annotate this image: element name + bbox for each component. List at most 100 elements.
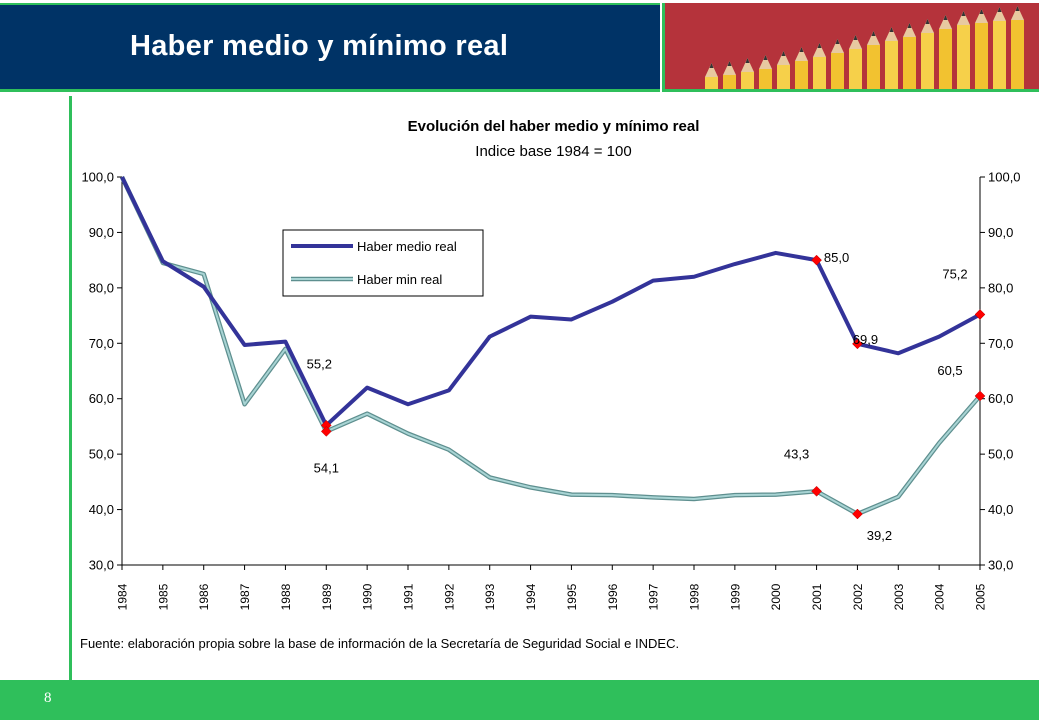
pencil-lead bbox=[835, 39, 840, 44]
pencil-lead bbox=[799, 47, 804, 52]
x-tick-label: 1992 bbox=[442, 583, 456, 610]
pencil-body bbox=[831, 53, 844, 89]
x-tick-label: 1994 bbox=[524, 583, 538, 610]
pencil-lead bbox=[889, 27, 894, 32]
data-label: 39,2 bbox=[867, 528, 892, 543]
data-label: 43,3 bbox=[784, 446, 809, 461]
data-label: 69,9 bbox=[853, 332, 878, 347]
x-tick-label: 1987 bbox=[238, 583, 252, 610]
data-point-marker bbox=[320, 426, 332, 437]
chart-title: Evolución del haber medio y mínimo real bbox=[0, 118, 1039, 135]
pencil-tip bbox=[939, 15, 952, 29]
pencil-tip bbox=[831, 39, 844, 53]
x-tick-label: 1989 bbox=[320, 583, 334, 610]
pencil-body bbox=[957, 25, 970, 89]
legend-label-haber-medio-real: Haber medio real bbox=[357, 239, 457, 254]
data-point-marker bbox=[852, 338, 863, 350]
pencil-lead bbox=[871, 31, 876, 36]
pencil-body bbox=[759, 69, 772, 89]
pencils-illustration bbox=[665, 3, 1039, 89]
data-point-marker bbox=[852, 508, 863, 520]
legend-box bbox=[282, 229, 484, 297]
y-tick-label-right: 50,0 bbox=[988, 447, 1013, 462]
pencil-tip bbox=[705, 63, 718, 77]
x-tick-label: 1996 bbox=[606, 583, 620, 610]
legend-label-haber-min-real: Haber min real bbox=[357, 272, 442, 287]
pencil-lead bbox=[817, 43, 822, 48]
pencil-lead bbox=[961, 11, 966, 16]
x-tick-label: 1999 bbox=[728, 583, 742, 610]
pencil-body bbox=[777, 65, 790, 89]
y-tick-label-left: 80,0 bbox=[89, 280, 114, 295]
pencil-body bbox=[723, 75, 736, 89]
x-tick-label: 2003 bbox=[892, 583, 906, 610]
pencil-tip bbox=[921, 19, 934, 33]
pencil-body bbox=[705, 77, 718, 89]
pencil-tip bbox=[795, 47, 808, 61]
pencil-tip bbox=[903, 23, 916, 37]
pencil-tip bbox=[777, 51, 790, 65]
y-tick-label-left: 30,0 bbox=[89, 558, 114, 573]
slide-header: Haber medio y mínimo real bbox=[0, 0, 1039, 96]
pencil-body bbox=[795, 61, 808, 89]
source-note: Fuente: elaboración propia sobre la base… bbox=[80, 636, 680, 651]
y-tick-label-right: 40,0 bbox=[988, 502, 1013, 517]
data-label: 85,0 bbox=[824, 250, 849, 265]
pencil-body bbox=[903, 37, 916, 89]
pencil-lead bbox=[781, 51, 786, 56]
pencil-lead bbox=[709, 63, 714, 68]
slide-title: Haber medio y mínimo real bbox=[130, 30, 509, 62]
y-tick-label-right: 90,0 bbox=[988, 225, 1013, 240]
pencil-body bbox=[849, 49, 862, 89]
y-tick-label-right: 60,0 bbox=[988, 391, 1013, 406]
pencil-lead bbox=[997, 7, 1002, 12]
pencil-tip bbox=[993, 7, 1006, 21]
pencil-body bbox=[741, 72, 754, 89]
x-tick-label: 1993 bbox=[483, 583, 497, 610]
x-tick-label: 1997 bbox=[647, 583, 661, 610]
data-point-marker bbox=[811, 254, 822, 266]
x-tick-label: 2001 bbox=[810, 583, 824, 610]
page-number: 8 bbox=[44, 690, 52, 706]
chart-title-text: Evolución del haber medio y mínimo real bbox=[407, 118, 700, 135]
pencil-lead bbox=[925, 19, 930, 24]
chart-subtitle: Indice base 1984 = 100 bbox=[0, 143, 1039, 160]
x-tick-label: 2002 bbox=[851, 583, 865, 610]
pencil-lead bbox=[745, 58, 750, 63]
x-tick-label: 1985 bbox=[156, 583, 170, 610]
pencil-lead bbox=[979, 9, 984, 14]
pencil-tip bbox=[867, 31, 880, 45]
slide-footer: 8 bbox=[0, 680, 1039, 720]
x-tick-label: 2000 bbox=[769, 583, 783, 610]
pencil-tip bbox=[1011, 6, 1024, 20]
x-tick-label: 1991 bbox=[402, 583, 416, 610]
y-tick-label-left: 70,0 bbox=[89, 336, 114, 351]
pencil-tip bbox=[813, 43, 826, 57]
pencil-lead bbox=[907, 23, 912, 28]
y-tick-label-left: 60,0 bbox=[89, 391, 114, 406]
pencil-tip bbox=[975, 9, 988, 23]
data-label: 60,5 bbox=[937, 363, 962, 378]
pencil-body bbox=[813, 57, 826, 89]
y-tick-label-left: 90,0 bbox=[89, 225, 114, 240]
x-tick-label: 1998 bbox=[688, 583, 702, 610]
x-tick-label: 2005 bbox=[974, 583, 988, 610]
pencil-body bbox=[885, 41, 898, 89]
pencil-body bbox=[939, 29, 952, 89]
pencil-lead bbox=[943, 15, 948, 20]
x-tick-label: 1995 bbox=[565, 583, 579, 610]
pencil-tip bbox=[885, 27, 898, 41]
series-line-haber-medio-real bbox=[120, 176, 981, 428]
y-tick-label-right: 30,0 bbox=[988, 558, 1013, 573]
x-tick-label: 2004 bbox=[933, 583, 947, 610]
x-tick-label: 1984 bbox=[116, 583, 130, 610]
pencil-body bbox=[1011, 20, 1024, 89]
pencil-tip bbox=[849, 35, 862, 49]
y-tick-label-right: 100,0 bbox=[988, 170, 1021, 185]
data-point-marker bbox=[974, 309, 986, 320]
pencil-tip bbox=[759, 55, 772, 69]
pencil-body bbox=[993, 21, 1006, 89]
pencil-lead bbox=[853, 35, 858, 40]
pencil-lead bbox=[763, 55, 768, 60]
y-tick-label-left: 40,0 bbox=[89, 502, 114, 517]
